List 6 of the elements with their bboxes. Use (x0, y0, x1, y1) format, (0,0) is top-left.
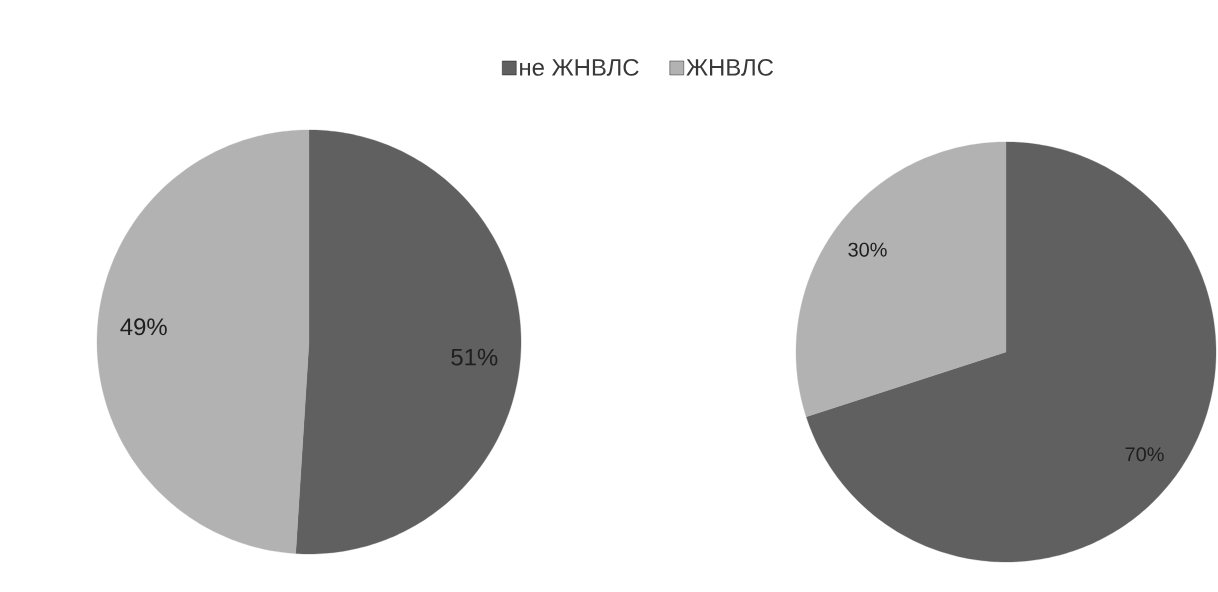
data-label: 70% (1125, 447, 1164, 462)
data-label: 30% (848, 242, 887, 257)
data-label: 51% (451, 348, 498, 366)
legend-label: ЖНВЛС (686, 58, 774, 76)
legend-label: не ЖНВЛС (520, 58, 639, 76)
data-label: 49% (120, 318, 167, 336)
